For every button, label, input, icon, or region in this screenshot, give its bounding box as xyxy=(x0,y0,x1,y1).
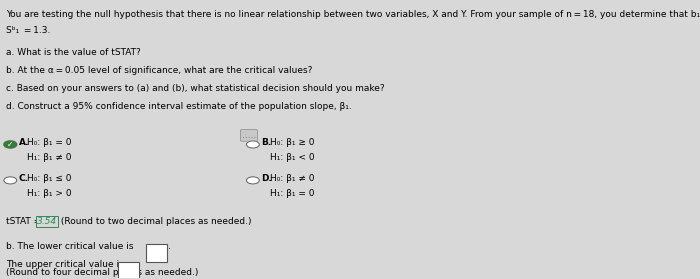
Text: (Round to four decimal places as needed.): (Round to four decimal places as needed.… xyxy=(6,268,199,277)
Text: Sᵇ₁  = 1.3.: Sᵇ₁ = 1.3. xyxy=(6,26,50,35)
Circle shape xyxy=(4,141,17,148)
Text: (Round to two decimal places as needed.): (Round to two decimal places as needed.) xyxy=(58,217,252,226)
Text: H₁: β₁ > 0: H₁: β₁ > 0 xyxy=(27,189,72,198)
Text: .: . xyxy=(168,242,171,251)
Text: c. Based on your answers to (a) and (b), what statistical decision should you ma: c. Based on your answers to (a) and (b),… xyxy=(6,84,385,93)
FancyBboxPatch shape xyxy=(146,244,167,262)
Circle shape xyxy=(246,141,259,148)
Text: The upper critical value is: The upper critical value is xyxy=(6,260,124,269)
Text: tSTAT =: tSTAT = xyxy=(6,217,44,226)
Circle shape xyxy=(4,177,17,184)
Text: H₀: β₁ ≠ 0: H₀: β₁ ≠ 0 xyxy=(270,174,314,183)
Text: H₀: β₁ ≥ 0: H₀: β₁ ≥ 0 xyxy=(270,138,314,147)
Text: C.: C. xyxy=(19,174,29,183)
Text: H₀: β₁ ≤ 0: H₀: β₁ ≤ 0 xyxy=(27,174,71,183)
Text: a. What is the value of tSTAT?: a. What is the value of tSTAT? xyxy=(6,48,141,57)
Text: b. The lower critical value is: b. The lower critical value is xyxy=(6,242,134,251)
Text: .....: ..... xyxy=(241,131,256,140)
Text: 3.54: 3.54 xyxy=(37,217,57,226)
Text: B.: B. xyxy=(261,138,272,147)
Text: D.: D. xyxy=(261,174,272,183)
Text: H₁: β₁ < 0: H₁: β₁ < 0 xyxy=(270,153,314,162)
Text: b. At the α = 0.05 level of significance, what are the critical values?: b. At the α = 0.05 level of significance… xyxy=(6,66,313,75)
Text: ✓: ✓ xyxy=(7,140,13,149)
Circle shape xyxy=(246,177,259,184)
Text: A.: A. xyxy=(19,138,29,147)
Text: d. Construct a 95% confidence interval estimate of the population slope, β₁.: d. Construct a 95% confidence interval e… xyxy=(6,102,352,111)
Text: H₁: β₁ = 0: H₁: β₁ = 0 xyxy=(270,189,314,198)
Text: H₀: β₁ = 0: H₀: β₁ = 0 xyxy=(27,138,71,147)
FancyBboxPatch shape xyxy=(118,263,139,279)
Text: You are testing the null hypothesis that there is no linear relationship between: You are testing the null hypothesis that… xyxy=(6,10,700,19)
Text: H₁: β₁ ≠ 0: H₁: β₁ ≠ 0 xyxy=(27,153,71,162)
